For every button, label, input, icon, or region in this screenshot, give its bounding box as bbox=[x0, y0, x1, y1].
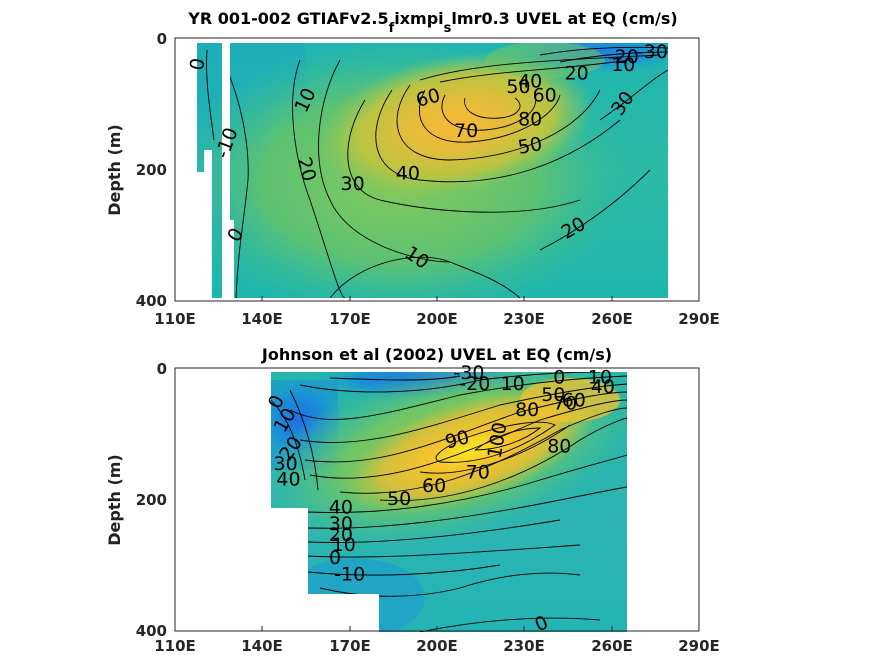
contour-label: 50 bbox=[506, 76, 530, 98]
contour-label: 10 bbox=[611, 54, 635, 76]
contour-label: -20 bbox=[608, 46, 639, 68]
panel-2-y-axis-label: Depth (m) bbox=[105, 454, 124, 546]
contour-label: 60 bbox=[533, 84, 557, 106]
contour-label: 0 bbox=[186, 56, 210, 72]
contour-label: 0 bbox=[329, 547, 341, 569]
panel-1-x-ticks: 110E 140E 170E 200E 230E 260E 290E bbox=[154, 296, 720, 328]
y-tick-label: 200 bbox=[136, 161, 167, 179]
y-tick-label: 0 bbox=[157, 360, 167, 378]
contour-label: 70 bbox=[454, 120, 478, 142]
contour-label: 40 bbox=[329, 497, 353, 519]
x-tick-label: 170E bbox=[329, 637, 371, 655]
contour-label: 80 bbox=[518, 109, 542, 131]
panel-model: YR 001-002 GTIAFv2.5fixmpislmr0.3 UVEL a… bbox=[105, 9, 720, 328]
contour-label: 10 bbox=[588, 366, 612, 388]
x-tick-label: 290E bbox=[678, 310, 720, 328]
x-tick-label: 290E bbox=[678, 637, 720, 655]
contour-label: -30 bbox=[637, 41, 668, 63]
contour-label: 20 bbox=[329, 524, 353, 546]
contour-label: 20 bbox=[565, 63, 589, 85]
x-tick-label: 230E bbox=[503, 310, 545, 328]
x-tick-label: 110E bbox=[154, 637, 196, 655]
x-tick-label: 200E bbox=[416, 310, 458, 328]
panel-2-y-ticks: 0 200 400 bbox=[136, 360, 167, 640]
contour-label: 80 bbox=[515, 399, 539, 421]
y-tick-label: 400 bbox=[136, 292, 167, 310]
x-tick-label: 140E bbox=[241, 637, 283, 655]
contour-label: 60 bbox=[562, 389, 586, 411]
contour-label: 30 bbox=[341, 173, 365, 195]
x-tick-label: 140E bbox=[241, 310, 283, 328]
contour-label: 80 bbox=[547, 435, 571, 457]
contour-label: -20 bbox=[459, 373, 490, 395]
panel-1-field bbox=[197, 43, 668, 298]
contour-label: 40 bbox=[396, 163, 420, 185]
contour-label: 70 bbox=[466, 462, 490, 484]
contour-label: 40 bbox=[518, 71, 542, 93]
x-tick-label: 110E bbox=[154, 310, 196, 328]
y-tick-label: 200 bbox=[136, 491, 167, 509]
panel-1-y-ticks: 0 200 400 bbox=[136, 30, 167, 310]
panel-1-title: YR 001-002 GTIAFv2.5fixmpislmr0.3 UVEL a… bbox=[187, 9, 677, 36]
panel-1-y-axis-label: Depth (m) bbox=[105, 124, 124, 216]
x-tick-label: 260E bbox=[591, 310, 633, 328]
contour-label: 40 bbox=[591, 376, 615, 398]
panel-2-x-ticks: 110E 140E 170E 200E 230E 260E 290E bbox=[154, 626, 720, 655]
panel-1-contours bbox=[206, 46, 668, 298]
panel-2-contours bbox=[271, 372, 627, 632]
x-tick-label: 200E bbox=[416, 637, 458, 655]
contour-label: -10 bbox=[334, 564, 365, 586]
contour-label: 30 bbox=[274, 453, 298, 475]
x-tick-label: 260E bbox=[591, 637, 633, 655]
contour-label: 0 bbox=[553, 366, 565, 388]
y-tick-label: 0 bbox=[157, 30, 167, 48]
contour-label: 50 bbox=[541, 384, 565, 406]
contour-label: 60 bbox=[422, 475, 446, 497]
y-tick-label: 400 bbox=[136, 622, 167, 640]
contour-label: 70 bbox=[553, 393, 577, 415]
x-tick-label: 230E bbox=[503, 637, 545, 655]
panel-2-title: Johnson et al (2002) UVEL at EQ (cm/s) bbox=[261, 345, 612, 364]
contour-label: 10 bbox=[332, 534, 356, 556]
contour-label: 40 bbox=[276, 468, 300, 490]
x-tick-label: 170E bbox=[329, 310, 371, 328]
contour-label: 30 bbox=[329, 513, 353, 535]
contour-label: 50 bbox=[387, 488, 411, 510]
panel-observed: Johnson et al (2002) UVEL at EQ (cm/s) bbox=[105, 345, 720, 655]
contour-label: 10 bbox=[501, 373, 525, 395]
contour-label: -30 bbox=[453, 362, 484, 384]
contour-label: 50 bbox=[516, 133, 544, 159]
